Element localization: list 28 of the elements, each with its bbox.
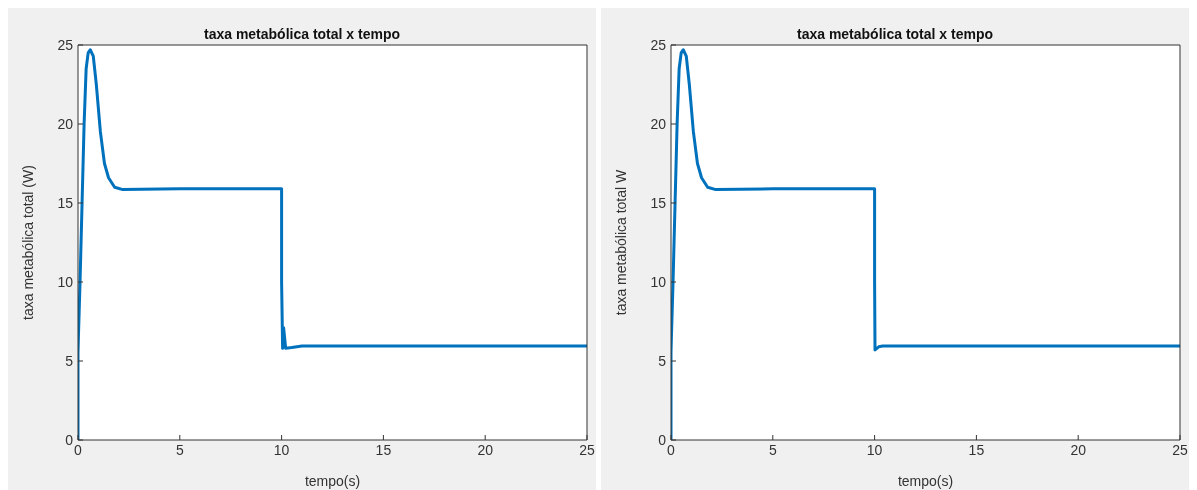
y-axis-title: taxa metabólica total W	[612, 168, 629, 316]
y-tick-label: 10	[57, 273, 74, 290]
y-tick-label: 20	[650, 115, 667, 132]
y-axis-title: taxa metabólica total (W)	[19, 165, 36, 320]
y-tick-label: 10	[650, 273, 667, 290]
chart-title: taxa metabólica total x tempo	[796, 26, 994, 42]
x-axis-title: tempo(s)	[897, 473, 954, 489]
y-tick-label: 25	[650, 36, 667, 53]
chart-title: taxa metabólica total x tempo	[203, 26, 401, 42]
line-series	[78, 48, 587, 440]
x-tick-label: 5	[175, 441, 184, 458]
y-tick-label: 5	[65, 352, 74, 369]
x-tick-label: 10	[866, 441, 883, 458]
x-tick-label: 20	[1070, 441, 1087, 458]
x-tick-label: 20	[477, 441, 494, 458]
y-tick-label: 15	[650, 194, 667, 211]
line-series	[671, 48, 1180, 440]
x-tick-label: 25	[1172, 441, 1188, 458]
x-tick-label: 10	[273, 441, 290, 458]
y-tick-label: 20	[57, 115, 74, 132]
x-axis-title: tempo(s)	[304, 473, 361, 489]
y-tick-label: 25	[57, 36, 74, 53]
x-tick-label: 25	[579, 441, 595, 458]
x-tick-label: 15	[375, 441, 392, 458]
y-tick-label: 15	[57, 194, 74, 211]
y-tick-label: 5	[658, 352, 667, 369]
x-tick-label: 5	[768, 441, 777, 458]
x-tick-label: 15	[968, 441, 985, 458]
